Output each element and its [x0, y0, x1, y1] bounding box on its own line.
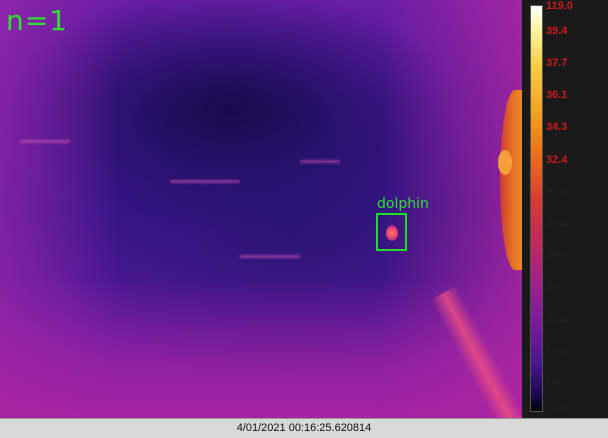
boat-hull: [500, 90, 522, 270]
scale-label: 18.9: [546, 346, 568, 358]
scale-label: 21.4: [546, 314, 568, 326]
scale-label: 32.4: [546, 154, 568, 166]
scale-label: 16.0: [546, 378, 568, 390]
scale-label: 36.1: [546, 89, 568, 101]
scale-label: 24.0: [546, 282, 568, 294]
scale-label: 28.4: [546, 218, 568, 230]
scale-label: 119.0: [546, 0, 573, 12]
detection-label: dolphin: [377, 196, 429, 212]
scale-label: 37.7: [546, 57, 568, 69]
scale-label: 26.3: [546, 250, 568, 262]
temperature-scale-bar: [530, 5, 543, 412]
thermal-image: [0, 0, 522, 418]
dolphin-heat-signature: [386, 225, 398, 241]
water-streak: [240, 255, 300, 258]
scale-label: 34.3: [546, 121, 568, 133]
status-bar: 4/01/2021 00:16:25.620814: [0, 418, 608, 438]
boat-hotspot: [498, 150, 512, 175]
water-streak: [20, 140, 70, 143]
water-streak: [300, 160, 340, 163]
water-streak: [170, 180, 240, 183]
scale-label: 39.4: [546, 25, 568, 37]
scale-label: 30.5: [546, 186, 568, 198]
scale-label: -3.9: [546, 404, 565, 416]
detection-box[interactable]: [376, 213, 407, 251]
detection-count: n=1: [6, 4, 69, 37]
timestamp: 4/01/2021 00:16:25.620814: [236, 422, 372, 434]
